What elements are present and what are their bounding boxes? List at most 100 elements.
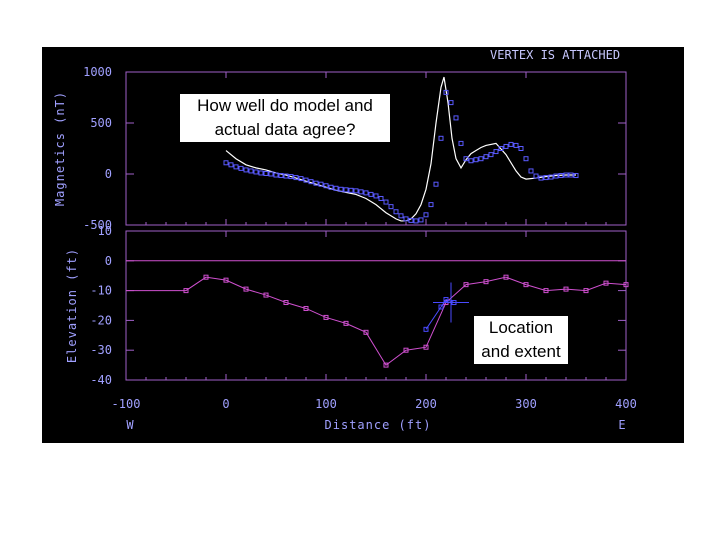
- observed-point: [383, 199, 389, 205]
- body-vertex[interactable]: [603, 280, 609, 286]
- observed-point: [403, 216, 409, 222]
- observed-point: [533, 173, 539, 179]
- observed-point: [428, 202, 434, 208]
- observed-point: [508, 141, 514, 147]
- observed-point: [353, 188, 359, 194]
- observed-point: [483, 154, 489, 160]
- body-vertex[interactable]: [263, 292, 269, 298]
- elevation-ytick-label: -40: [90, 373, 112, 387]
- body-vertex[interactable]: [583, 288, 589, 294]
- observed-point: [313, 180, 319, 186]
- geophysics-plot[interactable]: VERTEX IS ATTACHED10005000-500100-10-20-…: [42, 47, 684, 443]
- body-vertex[interactable]: [523, 282, 529, 288]
- observed-point: [423, 212, 429, 218]
- selected-vertex[interactable]: [443, 297, 449, 303]
- body-vertex[interactable]: [563, 286, 569, 292]
- magnetics-ytick-label: 0: [105, 167, 112, 181]
- observed-point: [338, 186, 344, 192]
- body-vertex[interactable]: [223, 277, 229, 283]
- status-text: VERTEX IS ATTACHED: [490, 48, 620, 62]
- observed-point: [343, 187, 349, 193]
- observed-point: [478, 156, 484, 162]
- xtick-label: 400: [615, 397, 637, 411]
- elevation-ytick-label: 10: [98, 224, 112, 238]
- observed-point: [283, 173, 289, 179]
- body-vertex[interactable]: [203, 274, 209, 280]
- elevation-ytick-label: 0: [105, 254, 112, 268]
- observed-point: [418, 217, 424, 223]
- body-vertex[interactable]: [343, 320, 349, 326]
- observed-point: [388, 204, 394, 210]
- observed-point: [378, 195, 384, 201]
- observed-point: [323, 183, 329, 189]
- selected-vertex[interactable]: [438, 304, 444, 310]
- body-outline[interactable]: [126, 276, 627, 366]
- observed-point: [253, 169, 259, 175]
- body-vertex[interactable]: [303, 305, 309, 311]
- selected-segment[interactable]: [425, 298, 455, 330]
- xtick-label: 200: [415, 397, 437, 411]
- body-vertex[interactable]: [463, 282, 469, 288]
- observed-point: [258, 170, 264, 176]
- observed-point: [318, 181, 324, 187]
- observed-point: [278, 173, 284, 179]
- observed-point: [528, 168, 534, 174]
- x-axis-label: Distance (ft): [325, 418, 432, 432]
- observed-point: [438, 135, 444, 141]
- observed-point: [563, 172, 569, 178]
- body-vertex[interactable]: [623, 282, 629, 288]
- observed-point: [238, 165, 244, 171]
- observed-point: [498, 146, 504, 151]
- observed-point: [488, 152, 494, 158]
- observed-point: [368, 191, 374, 197]
- elevation-y-label: Elevation (ft): [65, 248, 79, 363]
- body-vertex[interactable]: [283, 300, 289, 306]
- observed-point: [513, 142, 519, 148]
- observed-point: [308, 179, 314, 185]
- observed-point: [408, 217, 414, 223]
- magnetics-ytick-label: 500: [90, 116, 112, 130]
- observed-point: [273, 172, 279, 178]
- body-vertex[interactable]: [423, 344, 429, 350]
- selected-vertex[interactable]: [423, 326, 429, 332]
- magnetics-frame: [125, 71, 627, 226]
- observed-point: [248, 168, 254, 174]
- observed-point: [553, 173, 559, 179]
- observed-point: [333, 185, 339, 191]
- xtick-label: 100: [315, 397, 337, 411]
- observed-point: [523, 156, 529, 162]
- body-vertex[interactable]: [363, 329, 369, 335]
- body-vertex[interactable]: [503, 274, 509, 280]
- observed-point: [293, 175, 299, 181]
- body-vertex[interactable]: [543, 288, 549, 294]
- observed-point: [363, 190, 369, 196]
- observed-point: [393, 209, 399, 215]
- observed-point: [518, 146, 524, 151]
- elevation-ytick-label: -20: [90, 313, 112, 327]
- observed-point: [493, 149, 499, 155]
- body-vertex[interactable]: [383, 362, 389, 368]
- observed-point: [298, 176, 304, 182]
- observed-point: [538, 175, 544, 181]
- observed-point: [458, 140, 464, 146]
- observed-point: [548, 174, 554, 180]
- body-vertex[interactable]: [403, 347, 409, 353]
- observed-point: [568, 172, 574, 178]
- elevation-ytick-label: -10: [90, 284, 112, 298]
- x-end-label-east: E: [618, 418, 625, 432]
- observed-point: [268, 171, 274, 177]
- observed-point: [558, 173, 564, 179]
- observed-point: [448, 100, 454, 106]
- observed-point: [328, 184, 334, 190]
- observed-point: [348, 187, 354, 193]
- xtick-label: 300: [515, 397, 537, 411]
- observed-point: [288, 174, 294, 180]
- body-vertex[interactable]: [483, 279, 489, 285]
- observed-point: [463, 156, 469, 162]
- body-vertex[interactable]: [183, 288, 189, 294]
- body-vertex[interactable]: [243, 286, 249, 292]
- observed-point: [263, 170, 269, 176]
- body-vertex[interactable]: [323, 314, 329, 320]
- observed-point: [233, 164, 239, 170]
- observed-point: [243, 167, 249, 173]
